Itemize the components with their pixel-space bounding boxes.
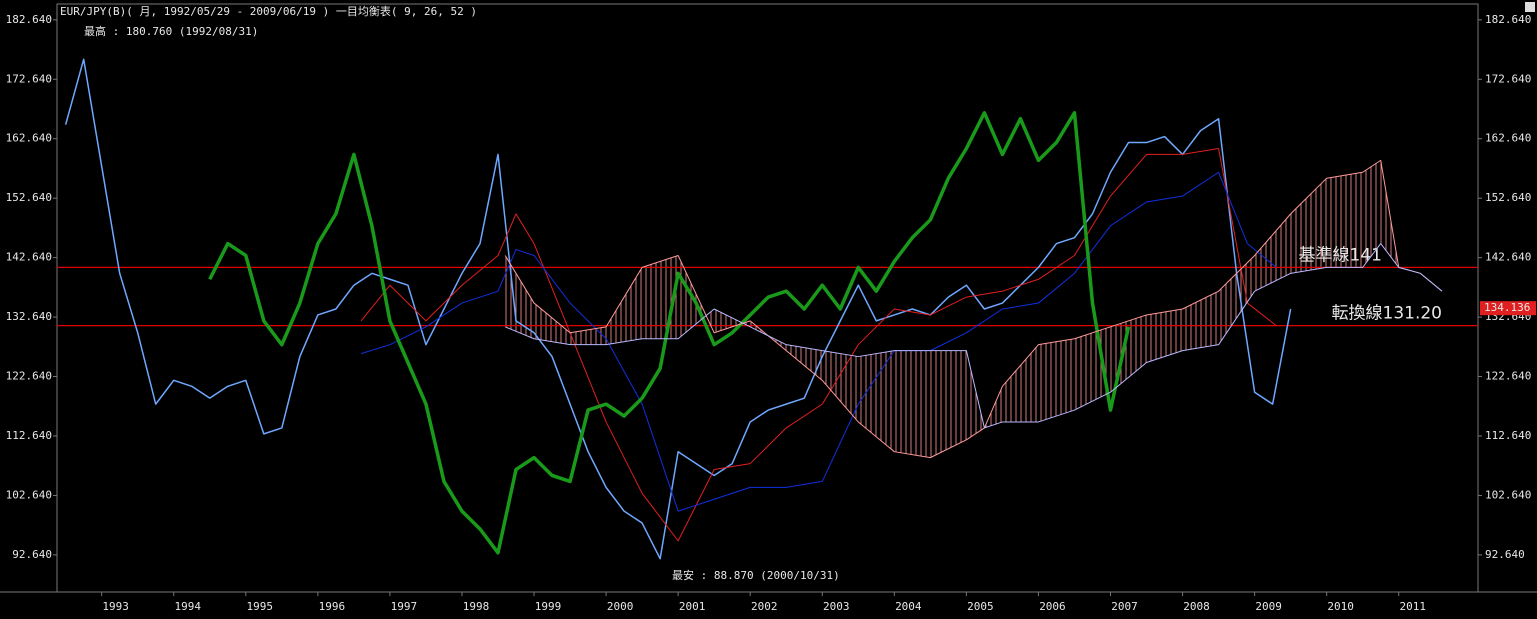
series-line xyxy=(208,111,1131,555)
x-tick-label: 1996 xyxy=(319,600,346,613)
y2-tick-label: 182.640 xyxy=(1485,13,1531,26)
y2-tick-label: 152.640 xyxy=(1485,191,1531,204)
x-tick-label: 1999 xyxy=(535,600,562,613)
x-tick-label: 2001 xyxy=(679,600,706,613)
high-note: 最高 : 180.760 (1992/08/31) xyxy=(84,24,258,38)
cloud-fill xyxy=(505,160,1442,458)
x-tick-label: 2003 xyxy=(823,600,850,613)
last-price-box xyxy=(1480,301,1536,316)
y2-tick-label: 92.640 xyxy=(1485,548,1525,561)
chart-title: EUR/JPY(B)( 月, 1992/05/29 - 2009/06/19 )… xyxy=(60,4,477,18)
series-line xyxy=(360,171,1277,512)
y2-tick-label: 122.640 xyxy=(1485,370,1531,383)
x-tick-label: 1994 xyxy=(174,600,201,613)
y-tick-label: 132.640 xyxy=(6,310,52,323)
y-tick-label: 162.640 xyxy=(6,132,52,145)
y-tick-label: 102.640 xyxy=(6,488,52,501)
reference-label: 基準線141 xyxy=(1299,245,1382,265)
y-tick-label: 122.640 xyxy=(6,370,52,383)
scroll-button[interactable] xyxy=(1525,2,1535,12)
y-tick-label: 112.640 xyxy=(6,429,52,442)
low-note: 最安 : 88.870 (2000/10/31) xyxy=(672,568,840,582)
x-tick-label: 2007 xyxy=(1111,600,1138,613)
y-tick-label: 172.640 xyxy=(6,72,52,85)
x-tick-label: 2005 xyxy=(967,600,994,613)
series-line xyxy=(504,159,1443,459)
x-tick-label: 2010 xyxy=(1327,600,1354,613)
reference-label: 転換線131.20 xyxy=(1332,304,1442,324)
x-tick-label: 1997 xyxy=(391,600,418,613)
x-tick-label: 2000 xyxy=(607,600,634,613)
x-tick-label: 1995 xyxy=(247,600,274,613)
last-price-label: 134.136 xyxy=(1484,301,1530,314)
y2-tick-label: 102.640 xyxy=(1485,488,1531,501)
x-tick-label: 2009 xyxy=(1255,600,1282,613)
y2-tick-label: 142.640 xyxy=(1485,251,1531,264)
y-tick-label: 92.640 xyxy=(12,548,52,561)
series-line xyxy=(505,243,1443,429)
x-tick-label: 2008 xyxy=(1183,600,1210,613)
series-line xyxy=(360,147,1277,542)
y2-tick-label: 112.640 xyxy=(1485,429,1531,442)
x-tick-label: 2004 xyxy=(895,600,922,613)
y-tick-label: 182.640 xyxy=(6,13,52,26)
x-tick-label: 2006 xyxy=(1039,600,1066,613)
x-tick-label: 2011 xyxy=(1399,600,1426,613)
x-tick-label: 2002 xyxy=(751,600,778,613)
y-tick-label: 152.640 xyxy=(6,191,52,204)
x-tick-label: 1998 xyxy=(463,600,490,613)
y-tick-label: 142.640 xyxy=(6,251,52,264)
x-tick-label: 1993 xyxy=(102,600,129,613)
y2-tick-label: 162.640 xyxy=(1485,132,1531,145)
y2-tick-label: 172.640 xyxy=(1485,72,1531,85)
